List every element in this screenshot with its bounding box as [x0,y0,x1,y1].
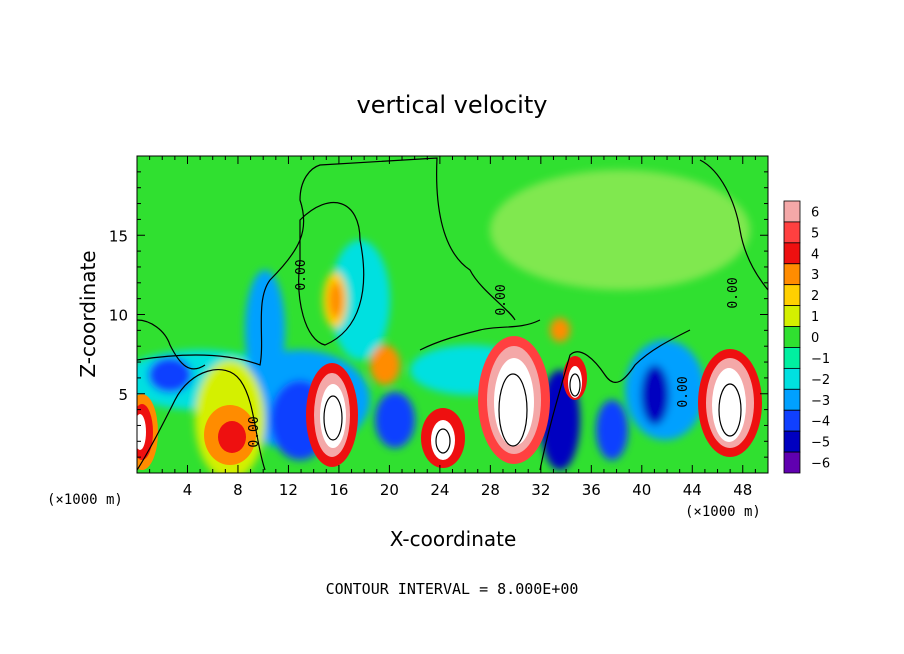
colorbar-swatch [783,347,801,369]
colorbar-swatch [783,221,801,244]
colorbar-swatch [783,409,801,432]
y-axis-label: Z-coordinate [76,250,100,377]
colorbar-swatch [783,305,801,327]
chart-title: vertical velocity [357,91,548,119]
x-unit-left: (×1000 m) [47,492,123,508]
contour-labels: 0.00 0.00 0.00 0.00 0.00 [247,259,741,447]
contour-label: 0.00 [494,284,509,315]
x-axis: 4 8 12 16 20 24 28 32 36 40 44 48 [149,156,756,499]
contour-label: 0.00 [726,277,741,308]
x-tick-label: 20 [380,481,399,499]
colorbar-label: −1 [811,352,830,367]
colorbar-swatch [783,326,801,348]
colorbar-label: −2 [811,373,830,388]
x-tick-label: 28 [481,481,500,499]
y-axis: 5 10 15 [109,171,768,458]
colorbar-swatch [783,263,801,286]
colorbar-label: 0 [811,331,819,346]
colorbar-swatch [783,242,801,265]
x-tick-label: 24 [430,481,449,499]
contour-lines [137,157,768,471]
y-tick-label: 10 [109,307,128,325]
plot-field [137,156,768,473]
x-tick-label: 12 [279,481,298,499]
x-tick-label: 36 [582,481,601,499]
colorbar-swatch [783,451,801,474]
x-tick-label: 16 [329,481,348,499]
colorbar-label: 6 [811,205,819,220]
colorbar-swatch [783,430,801,453]
weak-updraft-region [490,170,750,290]
x-tick-label: 40 [632,481,651,499]
colorbar-label: 1 [811,310,819,325]
colorbar-swatch [783,388,801,411]
y-tick-label: 15 [109,227,128,245]
colorbar-label: −5 [811,436,830,451]
x-axis-label: X-coordinate [390,527,517,551]
x-tick-label: 48 [733,481,752,499]
x-tick-label: 44 [683,481,702,499]
contour-interval-note: CONTOUR INTERVAL = 8.000E+00 [326,580,579,598]
colorbar-swatch [783,367,801,390]
colorbar-label: 5 [811,226,819,241]
x-tick-label: 32 [531,481,550,499]
x-unit-right: (×1000 m) [685,504,761,520]
x-tick-label: 4 [183,481,193,499]
colorbar: 6 5 4 3 2 1 0 −1 −2 −3 −4 −5 −6 [783,200,830,474]
y-tick-label: 5 [118,386,128,404]
contour-label: 0.00 [247,416,262,447]
colorbar-swatch [783,284,801,307]
colorbar-label: −6 [811,457,830,472]
contour-label: 0.00 [294,259,309,290]
contour-label: 0.00 [676,376,691,407]
colorbar-label: −4 [811,415,830,430]
updraft-cores [137,336,762,470]
x-tick-label: 8 [233,481,243,499]
colorbar-label: −3 [811,394,830,409]
colorbar-label: 3 [811,268,819,283]
colorbar-label: 4 [811,247,819,262]
colorbar-label: 2 [811,289,819,304]
colorbar-swatch [783,200,801,223]
